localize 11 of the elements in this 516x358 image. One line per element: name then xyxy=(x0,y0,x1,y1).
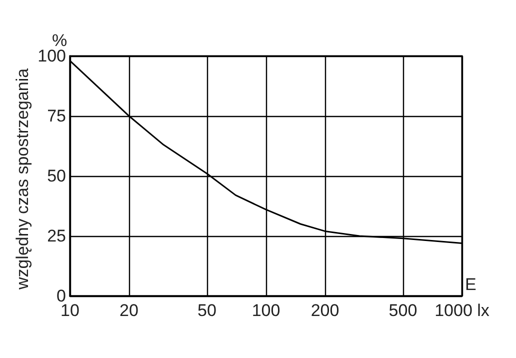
y-axis-title: względny czas spostrzegania xyxy=(13,68,32,291)
x-axis-title: E xyxy=(465,275,476,294)
y-tick-label: 50 xyxy=(47,166,66,186)
x-tick-label: 50 xyxy=(198,301,216,320)
x-tick-label: 100 xyxy=(252,301,280,320)
y-tick-label: 25 xyxy=(47,226,66,246)
x-tick-label: 1000 lx xyxy=(434,301,490,320)
x-tick-label: 500 xyxy=(388,301,418,320)
x-tick-label: 20 xyxy=(120,301,138,320)
x-tick-label: 200 xyxy=(310,301,340,320)
y-tick-label: 75 xyxy=(47,106,66,126)
